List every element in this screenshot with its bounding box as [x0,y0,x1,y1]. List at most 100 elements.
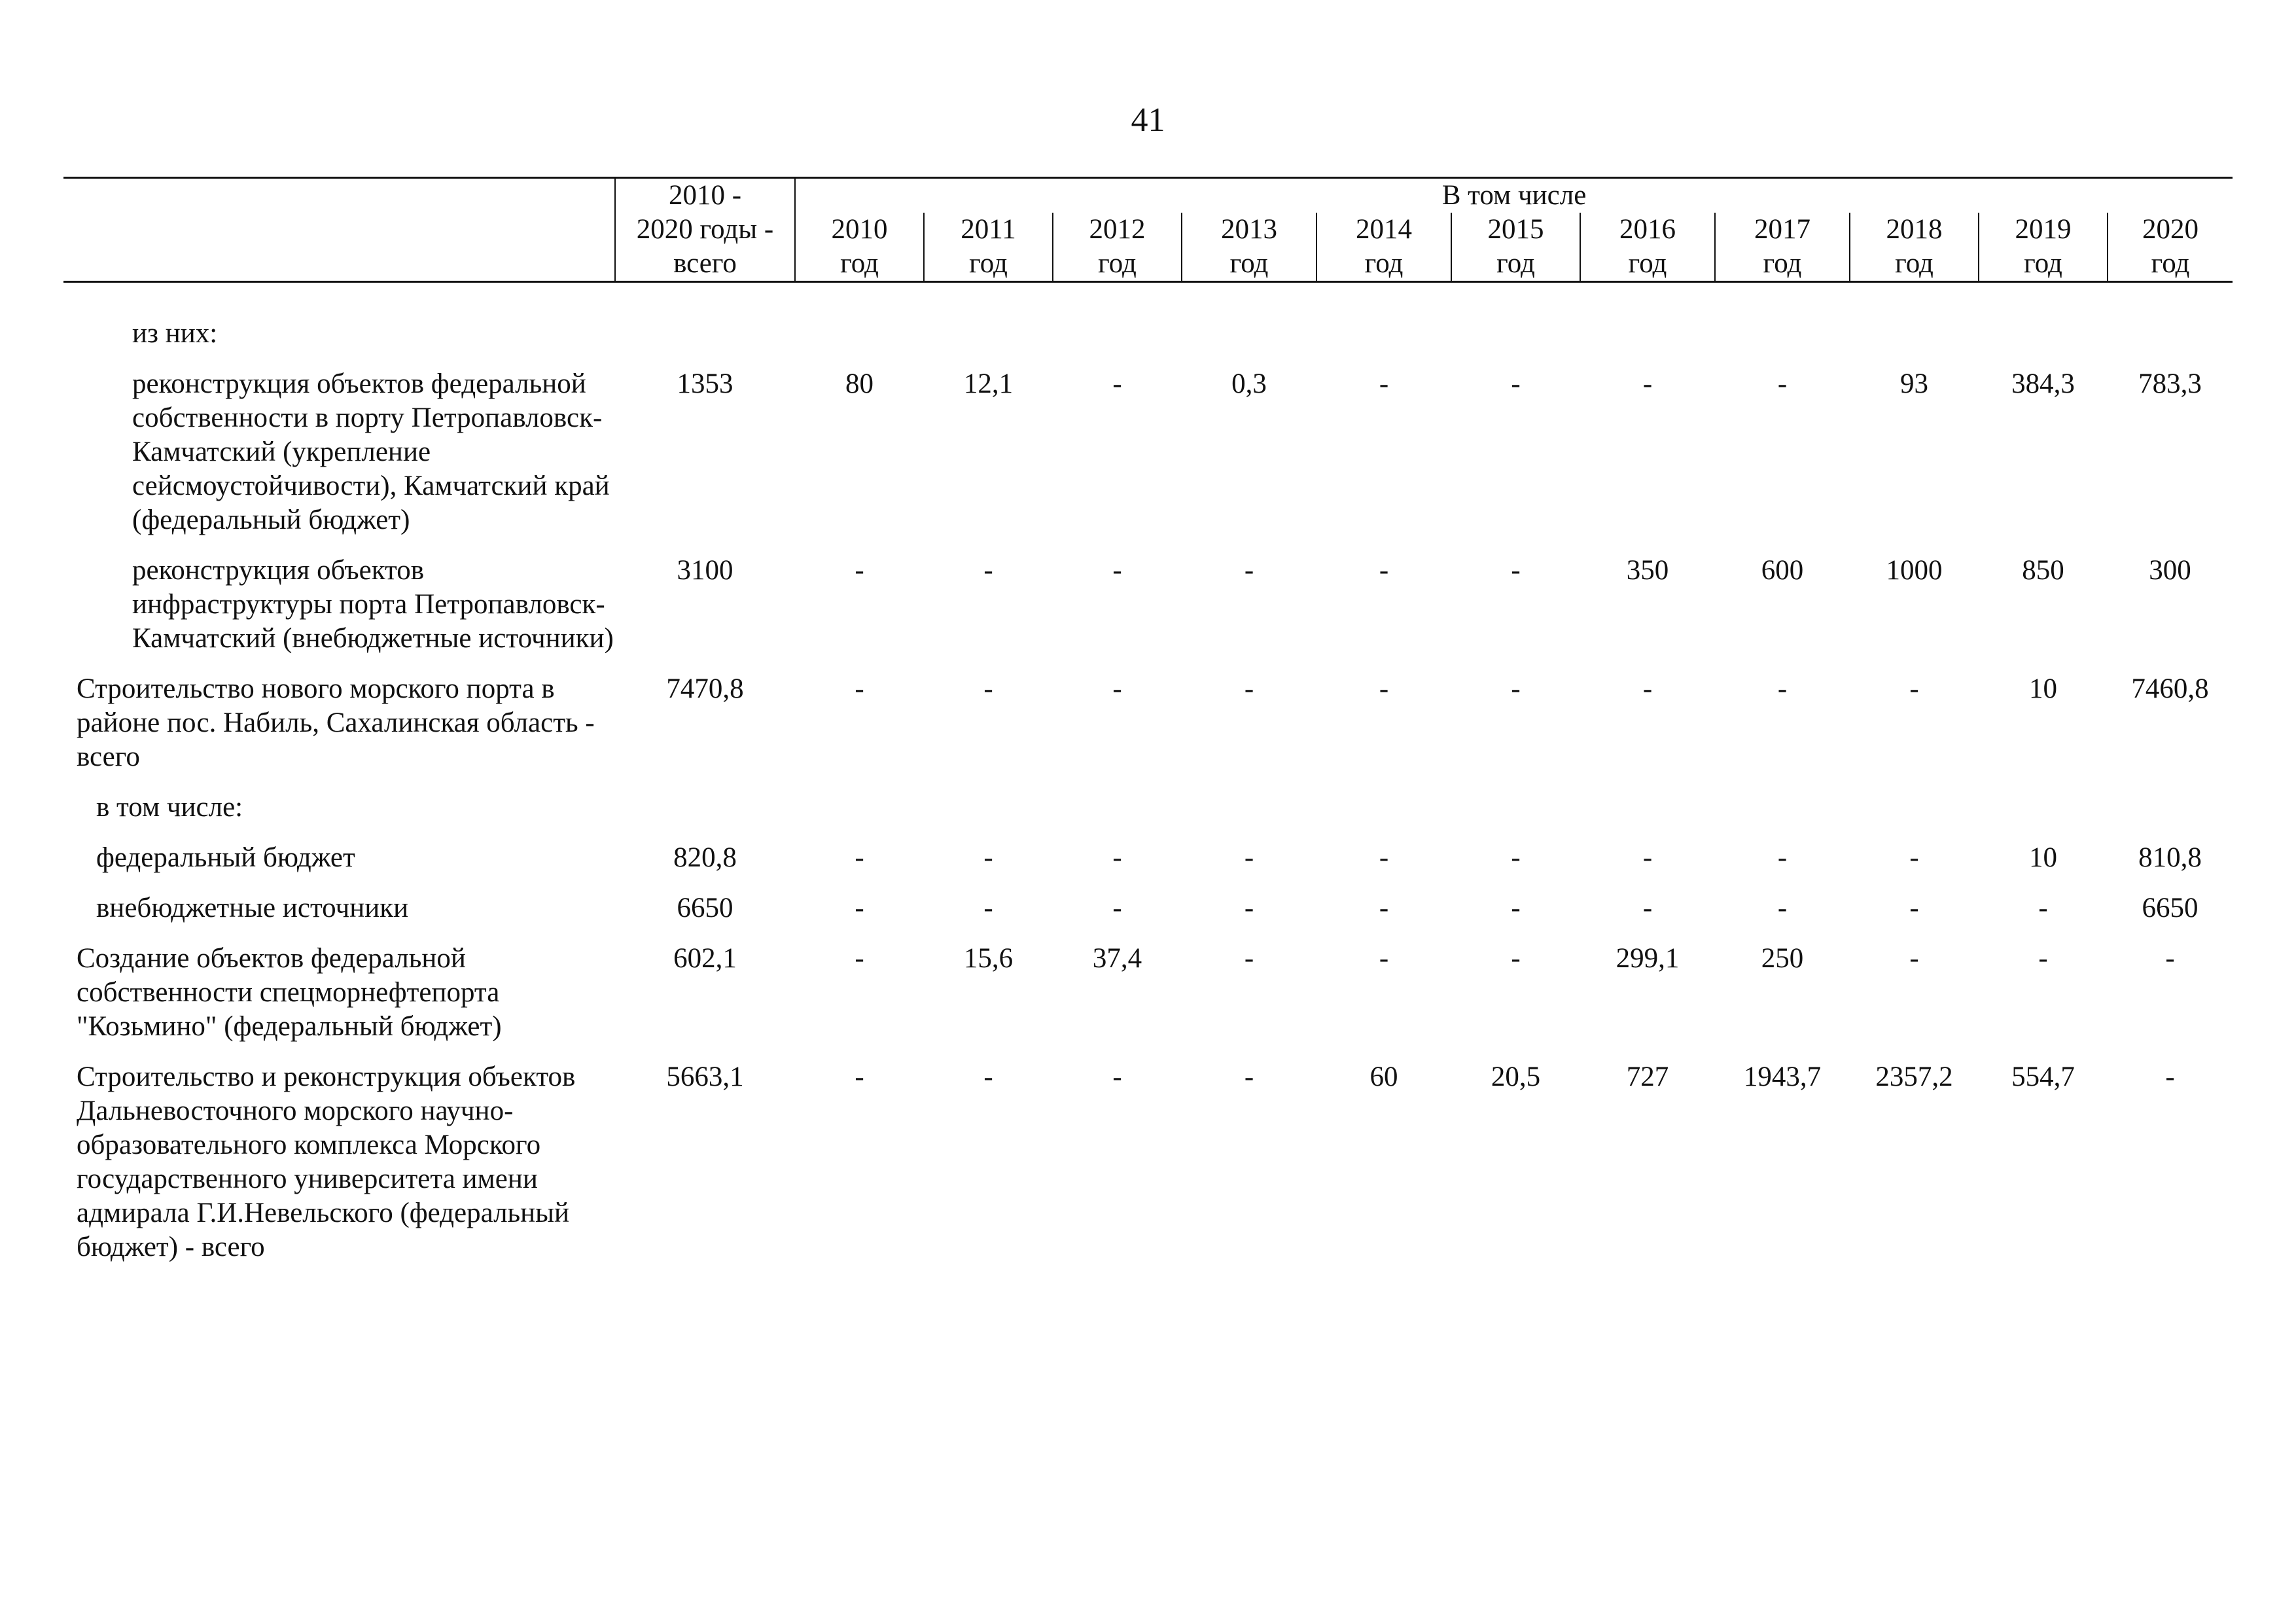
row-year-value: - [1909,943,1919,974]
row-year-value: - [855,555,864,586]
row-year-value: 350 [1626,555,1669,586]
row-year-value [1451,317,1580,367]
header-year-unit: год [1229,248,1269,279]
row-year-value: 250 [1761,943,1804,974]
row-year-value: 1943,7 [1743,1061,1822,1092]
row-year-value: - [2165,1061,2175,1092]
row-year-value: 554,7 [2011,1061,2075,1092]
row-year-value: 384,3 [2011,368,2075,399]
row-year-value: 1000 [1886,555,1943,586]
row-year-value [2108,317,2233,367]
row-year-value: - [1379,673,1389,704]
header-year-unit: год [2151,248,2190,279]
row-year-value [1715,317,1850,367]
row-description: федеральный бюджет [96,842,355,873]
row-year-value: 850 [2022,555,2064,586]
row-year-value: - [1642,893,1653,923]
row-year-value [2108,791,2233,841]
header-year-unit: год [1364,248,1404,279]
row-year-value: - [855,893,864,923]
row-year-value: - [1244,1061,1254,1092]
row-year-value: - [1112,555,1122,586]
row-year-value: - [1777,673,1788,704]
page-number: 41 [1131,101,1165,139]
row-description: в том числе: [96,792,243,823]
header-year-cell: 2019 год [1978,213,2108,283]
row-description: реконструкция объектов инфраструктуры по… [132,555,614,654]
row-year-value [1580,791,1715,841]
header-group-label: В том числе [795,177,2233,213]
row-year-value: 299,1 [1616,943,1680,974]
row-year-value: 60 [1369,1061,1398,1092]
header-year-number: 2019 [2015,214,2072,245]
header-year-cell: 2014 год [1316,213,1451,283]
row-year-value: - [1244,555,1254,586]
row-year-value: - [1511,368,1521,399]
row-year-value: 6650 [2142,893,2199,923]
row-year-value [1850,317,1979,367]
row-year-value: 37,4 [1092,943,1142,974]
header-total-line: 2010 - [668,180,742,211]
table-body: из них: реконструкция объектов федерально… [63,282,2233,1281]
row-year-value: 2357,2 [1875,1061,1953,1092]
row-year-value: - [2165,943,2175,974]
row-year-value: - [1642,368,1653,399]
header-year-number: 2017 [1754,214,1810,245]
header-year-number: 2015 [1487,214,1544,245]
row-year-value: 10 [2029,673,2057,704]
row-year-value [795,317,924,367]
row-year-value: - [2038,943,2048,974]
row-year-value: 10 [2029,842,2057,873]
row-year-value: 20,5 [1491,1061,1541,1092]
header-year-cell: 2020 год [2106,213,2233,283]
row-year-value: - [1112,842,1122,873]
row-year-value: - [1511,943,1521,974]
row-year-value: - [1379,368,1389,399]
header-year-unit: год [1763,248,1802,279]
row-year-value: - [1244,893,1254,923]
row-year-value: - [983,1061,993,1092]
row-year-value: 810,8 [2138,842,2202,873]
row-year-value [1316,317,1451,367]
row-year-value [1182,317,1316,367]
row-year-value [924,317,1053,367]
row-year-value: 783,3 [2138,368,2202,399]
spacer-cell [63,282,2233,317]
row-year-value: 80 [845,368,874,399]
table-row: реконструкция объектов федеральной собст… [63,367,2233,554]
row-year-value: - [1112,893,1122,923]
row-total [615,791,795,841]
row-year-value: - [1909,673,1919,704]
row-year-value: - [1112,1061,1122,1092]
row-description: внебюджетные источники [96,893,409,923]
header-year-number: 2012 [1089,214,1146,245]
row-year-value: 600 [1761,555,1804,586]
header-year-number: 2010 [831,214,888,245]
row-year-value [1053,317,1182,367]
header-year-number: 2014 [1356,214,1412,245]
row-year-value [1580,317,1715,367]
row-year-value [1979,317,2108,367]
row-total: 7470,8 [666,673,744,704]
row-year-value: 12,1 [963,368,1014,399]
row-total: 3100 [677,555,733,586]
row-year-value: - [1642,673,1653,704]
header-year-cell: 2017 год [1714,213,1850,283]
row-year-value: - [1511,555,1521,586]
table-row: федеральный бюджет 820,8 - - - - - - - - - 10 810,8 [63,841,2233,891]
row-year-value: - [1379,893,1389,923]
table-row: из них: [63,317,2233,367]
budget-table: 2010 - 2020 годы - всего В том числе 201… [63,177,2233,1281]
row-year-value: - [1511,842,1521,873]
header-year-number: 2018 [1886,214,1943,245]
row-year-value: - [855,673,864,704]
table-row: реконструкция объектов инфраструктуры по… [63,554,2233,672]
row-year-value: - [1244,673,1254,704]
row-total [615,317,795,367]
row-year-value: - [1777,893,1788,923]
header-total-line: всего [673,248,737,279]
row-year-value [924,791,1053,841]
header-total-line: 2020 годы - [636,214,774,245]
row-year-value: - [1777,368,1788,399]
row-year-value [1053,791,1182,841]
